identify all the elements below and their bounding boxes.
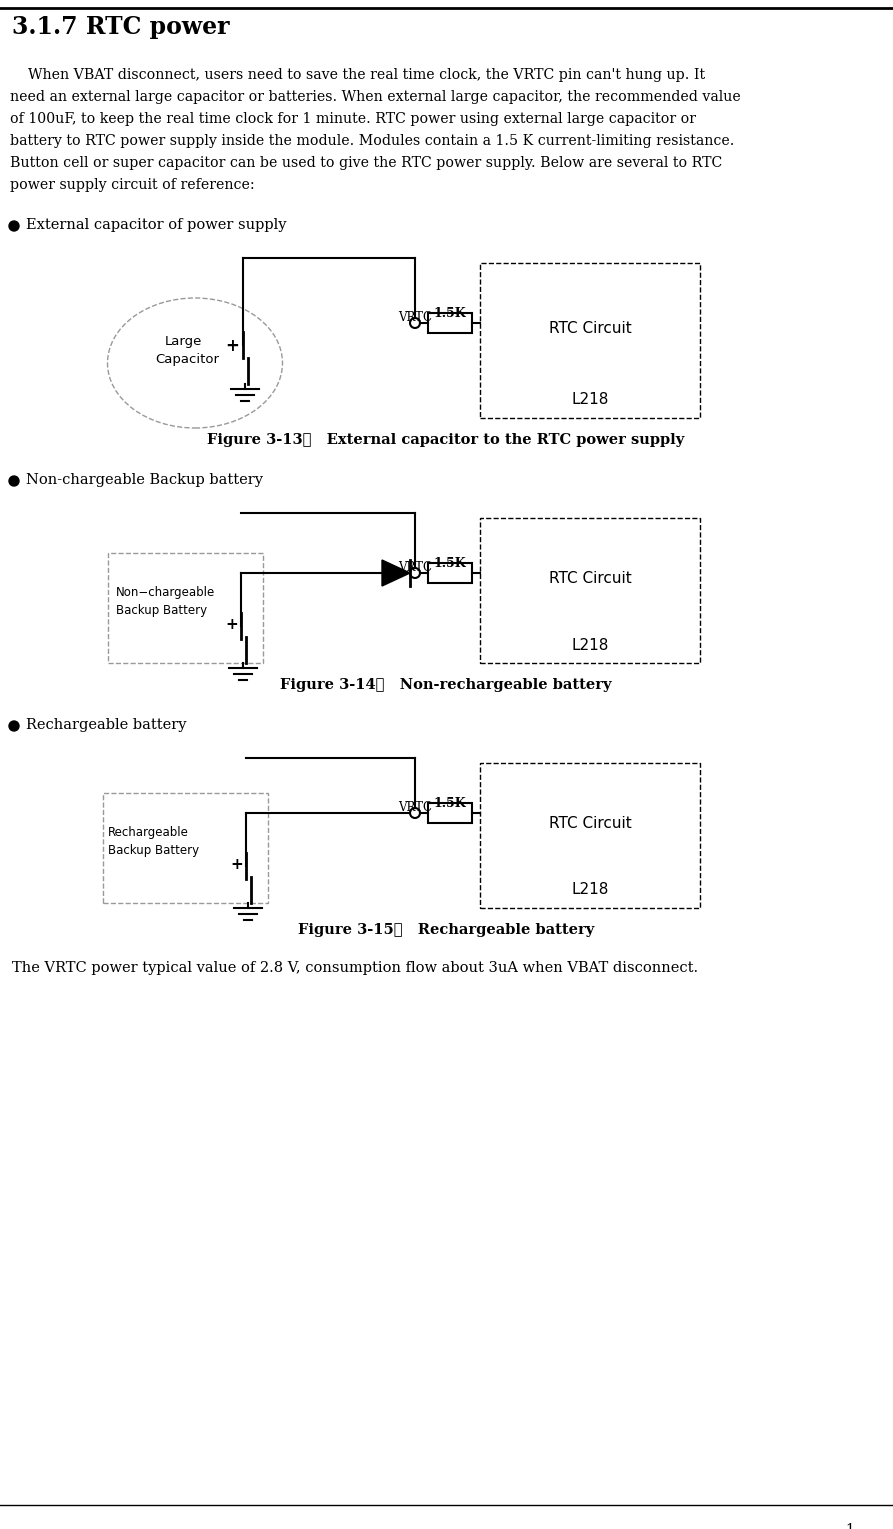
Text: When VBAT disconnect, users need to save the real time clock, the VRTC pin can't: When VBAT disconnect, users need to save… (10, 67, 705, 83)
Text: L218: L218 (572, 638, 609, 653)
Text: 3.1.7 RTC power: 3.1.7 RTC power (12, 15, 230, 40)
Text: Backup Battery: Backup Battery (108, 844, 199, 856)
Text: Figure 3-15：   Rechargeable battery: Figure 3-15： Rechargeable battery (298, 924, 594, 937)
Text: battery to RTC power supply inside the module. Modules contain a 1.5 K current-l: battery to RTC power supply inside the m… (10, 135, 734, 148)
Text: Button cell or super capacitor can be used to give the RTC power supply. Below a: Button cell or super capacitor can be us… (10, 156, 722, 170)
Text: Rechargeable battery: Rechargeable battery (26, 719, 187, 732)
Text: Figure 3-13：   External capacitor to the RTC power supply: Figure 3-13： External capacitor to the R… (207, 433, 685, 446)
Text: need an external large capacitor or batteries. When external large capacitor, th: need an external large capacitor or batt… (10, 90, 741, 104)
Text: L218: L218 (572, 393, 609, 408)
Text: Large: Large (165, 335, 203, 349)
Text: Capacitor: Capacitor (155, 353, 219, 365)
Text: +: + (225, 618, 238, 631)
Circle shape (9, 476, 19, 486)
Text: VRTC: VRTC (398, 561, 432, 573)
Text: 1: 1 (846, 1523, 855, 1529)
Text: 1.5K: 1.5K (434, 797, 466, 810)
Text: Non-chargeable Backup battery: Non-chargeable Backup battery (26, 472, 263, 488)
Text: RTC Circuit: RTC Circuit (548, 816, 631, 832)
Bar (480, 263, 700, 417)
Text: Figure 3-14：   Non-rechargeable battery: Figure 3-14： Non-rechargeable battery (280, 677, 612, 693)
Text: 1.5K: 1.5K (434, 307, 466, 320)
Text: Backup Battery: Backup Battery (116, 604, 207, 618)
Text: +: + (230, 856, 243, 872)
Bar (428, 803, 472, 823)
Text: The VRTC power typical value of 2.8 V, consumption flow about 3uA when VBAT disc: The VRTC power typical value of 2.8 V, c… (12, 962, 698, 976)
Text: L218: L218 (572, 882, 609, 898)
Text: VRTC: VRTC (398, 801, 432, 813)
Bar (103, 794, 268, 904)
Text: Non−chargeable: Non−chargeable (116, 586, 215, 599)
Bar (108, 553, 263, 664)
Text: RTC Circuit: RTC Circuit (548, 321, 631, 335)
Text: RTC Circuit: RTC Circuit (548, 572, 631, 587)
Text: of 100uF, to keep the real time clock for 1 minute. RTC power using external lar: of 100uF, to keep the real time clock fo… (10, 112, 696, 125)
Bar (428, 563, 472, 583)
Bar (428, 313, 472, 333)
Text: 1.5K: 1.5K (434, 557, 466, 570)
Text: +: + (225, 336, 238, 355)
Text: VRTC: VRTC (398, 310, 432, 324)
Text: Rechargeable: Rechargeable (108, 826, 189, 839)
Circle shape (9, 722, 19, 731)
Polygon shape (382, 560, 410, 586)
Text: External capacitor of power supply: External capacitor of power supply (26, 219, 287, 232)
Bar (480, 518, 700, 664)
Text: power supply circuit of reference:: power supply circuit of reference: (10, 177, 255, 193)
Bar (480, 763, 700, 908)
Circle shape (9, 222, 19, 231)
